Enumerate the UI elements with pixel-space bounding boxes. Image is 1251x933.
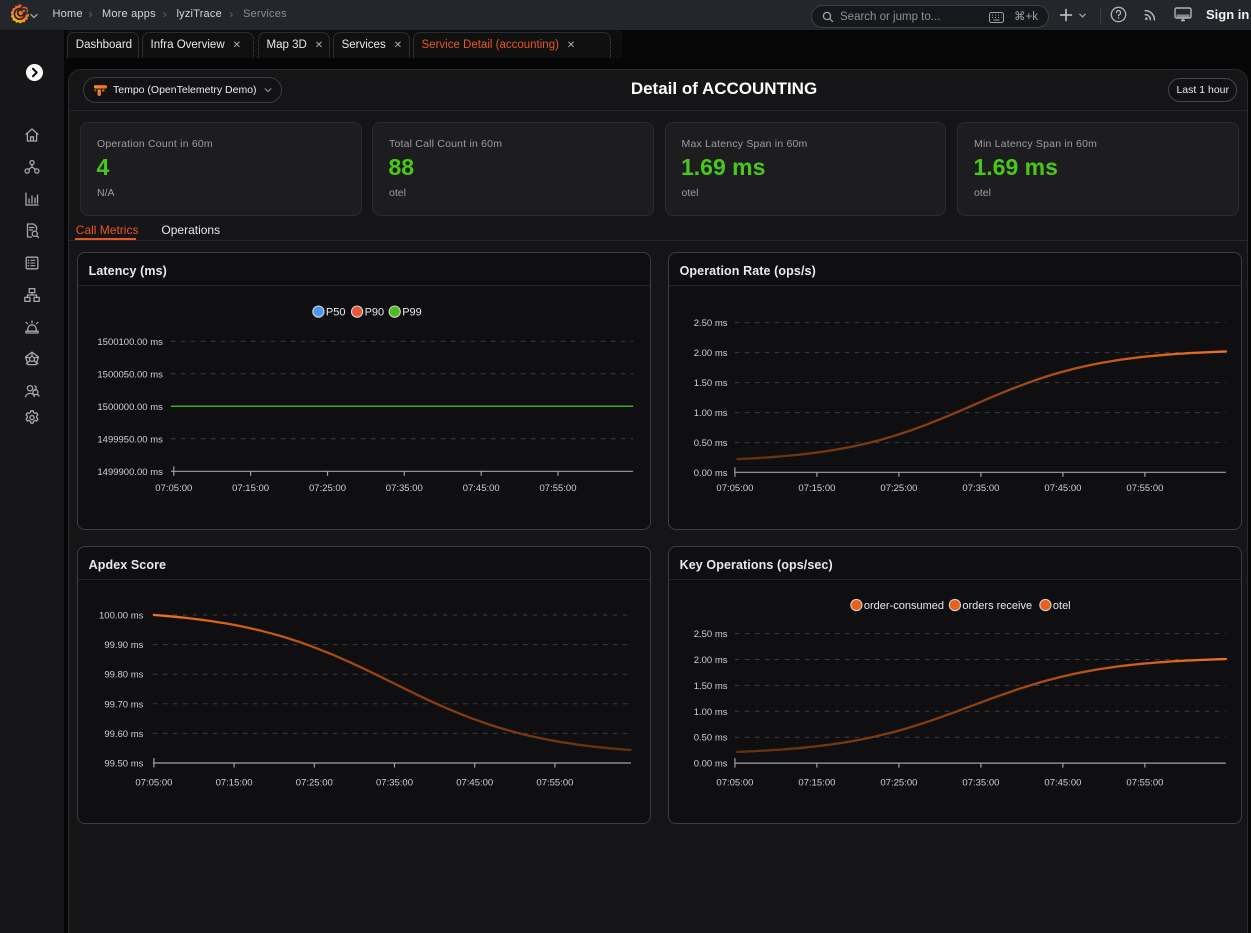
svg-text:07:05:00: 07:05:00	[716, 778, 753, 789]
svg-text:1.00 ms: 1.00 ms	[693, 408, 727, 419]
svg-text:1500050.00 ms: 1500050.00 ms	[97, 369, 163, 380]
svg-text:1.00 ms: 1.00 ms	[693, 707, 727, 718]
svg-text:2.50 ms: 2.50 ms	[693, 629, 727, 640]
svg-text:07:15:00: 07:15:00	[232, 482, 269, 493]
svg-text:99.80 ms: 99.80 ms	[104, 670, 143, 681]
svg-text:100.00 ms: 100.00 ms	[99, 611, 144, 622]
svg-text:07:45:00: 07:45:00	[456, 778, 493, 789]
svg-text:07:05:00: 07:05:00	[155, 482, 192, 493]
svg-text:07:25:00: 07:25:00	[880, 482, 917, 493]
svg-text:1.50 ms: 1.50 ms	[693, 681, 727, 692]
svg-text:07:05:00: 07:05:00	[135, 778, 172, 789]
svg-text:P90: P90	[364, 306, 384, 318]
svg-text:07:45:00: 07:45:00	[1044, 482, 1081, 493]
svg-text:otel: otel	[1052, 600, 1070, 612]
svg-text:07:55:00: 07:55:00	[539, 482, 576, 493]
svg-text:07:25:00: 07:25:00	[295, 778, 332, 789]
svg-text:0.00 ms: 0.00 ms	[693, 759, 727, 770]
svg-text:07:35:00: 07:35:00	[376, 778, 413, 789]
svg-text:07:45:00: 07:45:00	[462, 482, 499, 493]
svg-text:07:55:00: 07:55:00	[1126, 778, 1163, 789]
svg-text:order-consumed: order-consumed	[863, 600, 943, 612]
svg-text:07:55:00: 07:55:00	[536, 778, 573, 789]
svg-text:2.50 ms: 2.50 ms	[693, 318, 727, 329]
svg-text:1499950.00 ms: 1499950.00 ms	[97, 434, 163, 445]
svg-text:1500100.00 ms: 1500100.00 ms	[97, 336, 163, 347]
svg-text:99.90 ms: 99.90 ms	[104, 640, 143, 651]
svg-text:99.50 ms: 99.50 ms	[104, 759, 143, 770]
svg-text:2.00 ms: 2.00 ms	[693, 348, 727, 359]
svg-text:0.50 ms: 0.50 ms	[693, 733, 727, 744]
svg-text:99.60 ms: 99.60 ms	[104, 729, 143, 740]
svg-text:07:15:00: 07:15:00	[215, 778, 252, 789]
svg-text:1500000.00 ms: 1500000.00 ms	[97, 401, 163, 412]
svg-text:07:55:00: 07:55:00	[1126, 482, 1163, 493]
svg-text:07:35:00: 07:35:00	[962, 778, 999, 789]
svg-text:0.50 ms: 0.50 ms	[693, 438, 727, 449]
svg-text:07:25:00: 07:25:00	[880, 778, 917, 789]
svg-text:07:45:00: 07:45:00	[1044, 778, 1081, 789]
svg-text:07:35:00: 07:35:00	[385, 482, 422, 493]
svg-text:0.00 ms: 0.00 ms	[693, 467, 727, 478]
svg-text:orders receive: orders receive	[962, 600, 1032, 612]
svg-text:99.70 ms: 99.70 ms	[104, 699, 143, 710]
svg-text:2.00 ms: 2.00 ms	[693, 655, 727, 666]
svg-text:07:15:00: 07:15:00	[798, 778, 835, 789]
svg-text:07:25:00: 07:25:00	[309, 482, 346, 493]
svg-text:1499900.00 ms: 1499900.00 ms	[97, 466, 163, 477]
svg-text:P50: P50	[325, 306, 345, 318]
svg-text:P99: P99	[402, 306, 422, 318]
svg-text:1.50 ms: 1.50 ms	[693, 378, 727, 389]
svg-text:07:05:00: 07:05:00	[716, 482, 753, 493]
svg-text:07:15:00: 07:15:00	[798, 482, 835, 493]
svg-text:07:35:00: 07:35:00	[962, 482, 999, 493]
